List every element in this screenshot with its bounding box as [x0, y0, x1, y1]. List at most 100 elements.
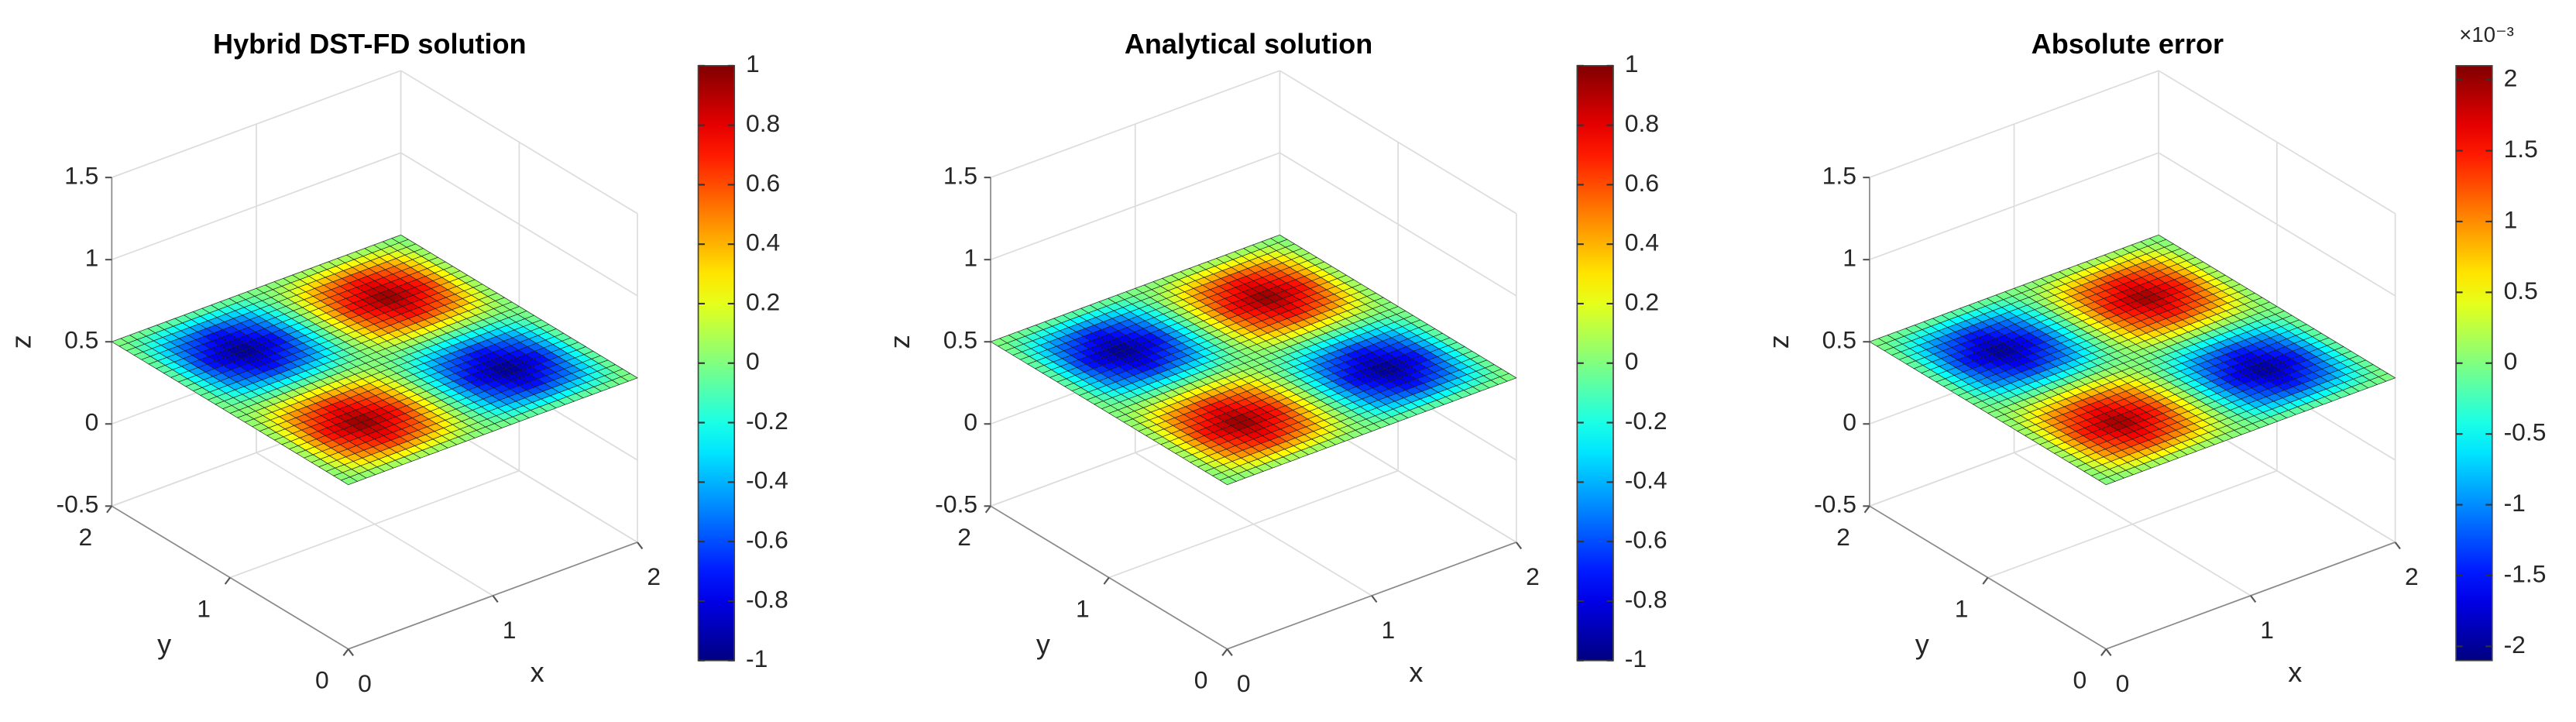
y-tick-label: 0 [2073, 666, 2087, 694]
colorbar-tick-label: 0 [2504, 347, 2518, 375]
z-tick-label: 0 [85, 408, 99, 436]
colorbar-tick-label: -1 [746, 645, 768, 672]
z-tick-label: 0 [1843, 408, 1856, 436]
x-tick-label: 2 [1526, 562, 1540, 590]
z-grid-line [400, 70, 638, 215]
colorbar-tick-label: 0.6 [746, 169, 780, 197]
z-grid-line [990, 70, 1280, 178]
z-grid-line [1279, 70, 1517, 215]
z-axis-label: z [5, 335, 36, 349]
colorbar-tick-label: 0.2 [746, 287, 780, 315]
y-grid-line [1108, 469, 1399, 579]
y-tick-label: 1 [1076, 594, 1090, 622]
surface [1869, 234, 2396, 486]
colorbar-tick-label: -0.6 [746, 526, 788, 554]
colorbar-tick-label: 0.8 [746, 109, 780, 137]
x-tick [2394, 542, 2401, 550]
colorbar-tick-label: 0 [1625, 347, 1639, 375]
z-tick-label: 0.5 [64, 326, 98, 354]
x-axis-label: x [1409, 656, 1423, 688]
colorbar-tick-label: -0.6 [1625, 526, 1668, 554]
y-tick [106, 505, 113, 514]
plot-panel: Absolute error 0 1 2 0 1 2 -0.5 0 0.5 1 1.5 x y z -2 -1.… [1763, 22, 2547, 697]
x-tick [347, 648, 354, 656]
y-tick [1221, 648, 1228, 656]
colorbar-tick-label: 0.8 [1625, 109, 1659, 137]
colorbar-tick-label: 0 [746, 347, 760, 375]
plot-panel: Hybrid DST-FD solution 0 1 2 0 1 2 -0.5 0 0.5 1 1.5… [5, 28, 788, 697]
colorbar-tick-label: 1.5 [2504, 135, 2538, 163]
colorbar-tick-label: -0.4 [1625, 466, 1668, 494]
surface-cell [391, 234, 409, 243]
x-tick-label: 1 [1382, 616, 1396, 644]
y-tick-label: 0 [1194, 666, 1208, 694]
y-tick-label: 1 [1955, 594, 1969, 622]
y-tick [224, 576, 231, 585]
x-tick [1226, 648, 1233, 656]
y-tick-label: 2 [1836, 523, 1850, 551]
z-grid-line [1279, 152, 1517, 297]
z-grid-line [2158, 70, 2396, 215]
chart-title: Hybrid DST-FD solution [213, 28, 527, 60]
x-tick [2250, 595, 2257, 603]
colorbar-tick-label: 1 [1625, 50, 1639, 77]
x-tick [1515, 542, 1523, 550]
y-tick-label: 1 [197, 594, 211, 622]
colorbar-tick-label: 0.4 [1625, 229, 1659, 256]
surface [990, 234, 1517, 486]
z-tick-label: 1 [963, 244, 977, 272]
z-grid-line [112, 70, 401, 178]
y-axis-label: y [1915, 628, 1929, 660]
x-tick-label: 0 [1237, 669, 1251, 697]
chart-title: Absolute error [2032, 28, 2224, 60]
colorbar-tick-label: 0.2 [1625, 287, 1659, 315]
colorbar-tick-label: 0.6 [1625, 169, 1659, 197]
colorbar-tick-label: -0.4 [746, 466, 788, 494]
x-tick-label: 2 [647, 562, 661, 590]
x-tick-label: 2 [2405, 562, 2419, 590]
z-tick-label: 0.5 [1822, 326, 1856, 354]
x-tick [1371, 595, 1378, 603]
colorbar-tick-label: -0.8 [1625, 585, 1668, 613]
y-tick-label: 0 [315, 666, 329, 694]
surface-cell [1269, 234, 1288, 243]
x-tick [2105, 648, 2112, 656]
x-tick-label: 1 [2260, 616, 2274, 644]
y-tick [1103, 576, 1110, 585]
z-tick-label: -0.5 [935, 490, 977, 518]
colorbar-tick-label: -1.5 [2504, 559, 2547, 587]
colorbar-exponent: ×10⁻³ [2459, 22, 2513, 46]
y-axis-label: y [1036, 628, 1050, 660]
colorbar-tick-label: 0.5 [2504, 277, 2538, 304]
colorbar-tick-label: 2 [2504, 64, 2518, 92]
x-tick-label: 0 [358, 669, 372, 697]
colorbar-tick-label: -1 [2504, 489, 2526, 517]
y-tick [1982, 576, 1989, 585]
colorbar-tick-label: -2 [2504, 631, 2526, 658]
x-tick [492, 595, 499, 603]
colorbar-tick-label: -1 [1625, 645, 1647, 672]
z-grid-line [2158, 152, 2396, 297]
x-axis-label: x [2288, 656, 2302, 688]
z-tick-label: 1 [1843, 244, 1856, 272]
z-tick-label: 0 [963, 408, 977, 436]
z-tick-label: 1 [85, 244, 99, 272]
x-tick-label: 0 [2116, 669, 2130, 697]
colorbar-tick-label: -0.5 [2504, 418, 2547, 446]
y-grid-line [1987, 469, 2278, 579]
z-grid-line [990, 152, 1280, 260]
chart-title: Analytical solution [1125, 28, 1372, 60]
z-tick-label: 1.5 [64, 161, 98, 189]
z-grid-line [1869, 70, 2159, 178]
z-grid-line [112, 152, 401, 260]
colorbar-tick-label: 0.4 [746, 229, 780, 256]
y-grid-line [229, 469, 520, 579]
y-tick-label: 2 [79, 523, 93, 551]
z-axis-label: z [884, 335, 915, 349]
colorbar-tick-label: -0.8 [746, 585, 788, 613]
axis-line [990, 505, 1228, 650]
z-grid-line [400, 152, 638, 297]
colorbar-tick-label: -0.2 [1625, 407, 1668, 435]
